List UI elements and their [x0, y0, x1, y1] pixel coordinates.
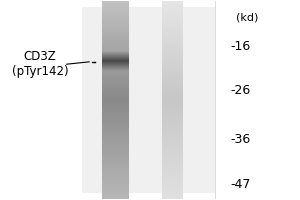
Text: -16: -16: [230, 40, 250, 53]
Bar: [82, 7, 215, 193]
Text: (kd): (kd): [236, 12, 259, 22]
Text: -36: -36: [230, 133, 250, 146]
Text: CD3Z
(pTyr142): CD3Z (pTyr142): [12, 50, 68, 78]
Text: -26: -26: [230, 84, 250, 97]
Text: -47: -47: [230, 178, 250, 191]
